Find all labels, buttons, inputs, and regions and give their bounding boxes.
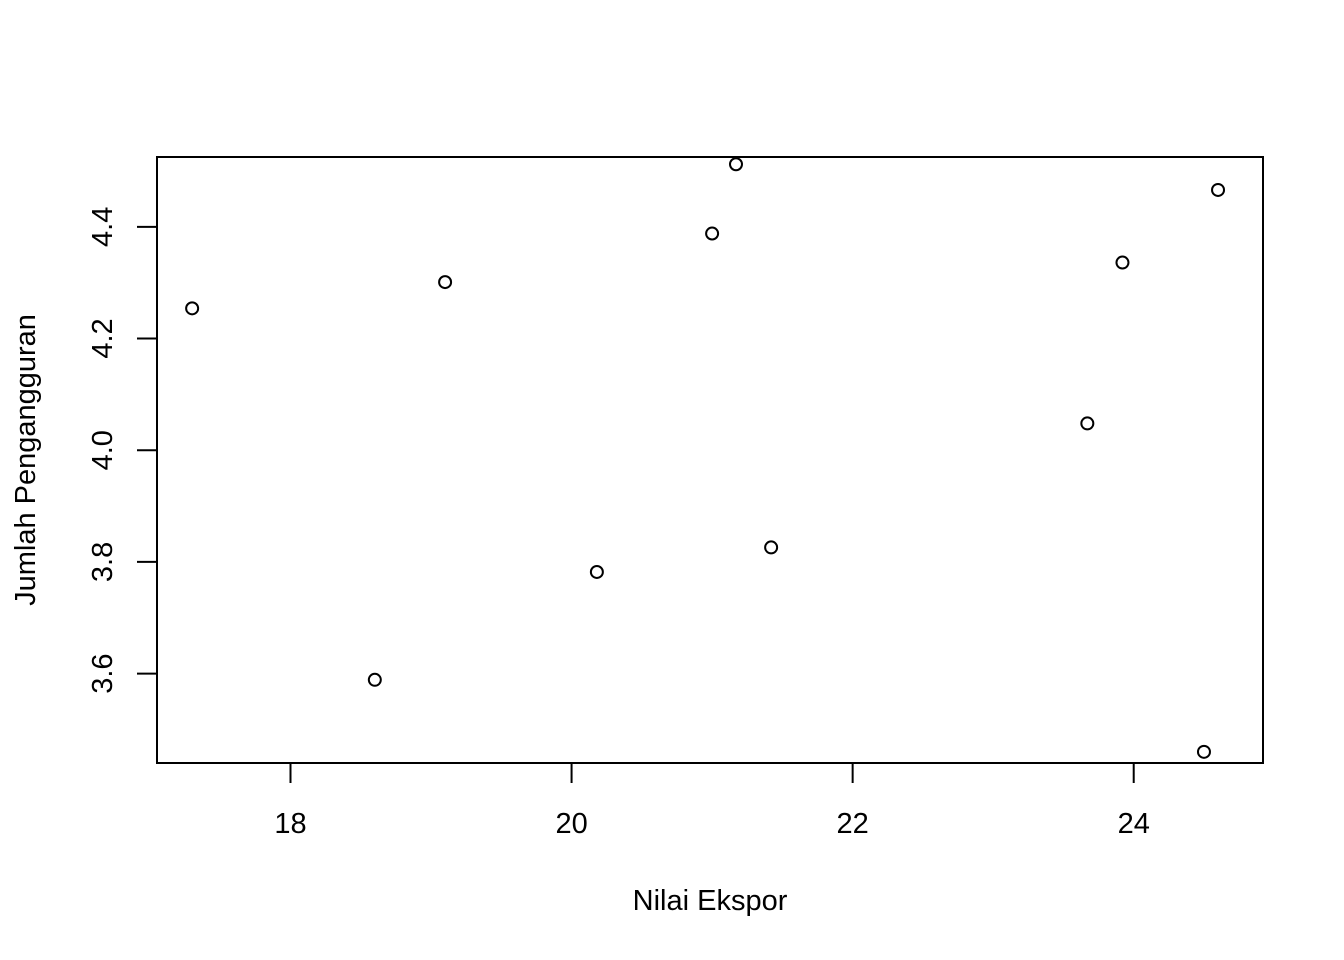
y-tick-label: 4.0 xyxy=(87,430,119,470)
x-tick-label: 20 xyxy=(555,808,587,840)
data-point xyxy=(1115,255,1130,270)
data-point xyxy=(367,672,382,687)
data-point xyxy=(764,540,779,555)
y-tick-label: 4.4 xyxy=(87,207,119,247)
plot-frame xyxy=(156,156,1264,764)
data-point xyxy=(1196,744,1211,759)
x-axis-label: Nilai Ekspor xyxy=(633,885,788,917)
y-tick-label: 4.2 xyxy=(87,318,119,358)
x-tick-label: 24 xyxy=(1118,808,1150,840)
data-point xyxy=(438,275,453,290)
y-axis-label: Jumlah Pengangguran xyxy=(10,314,42,606)
data-points xyxy=(185,157,1226,759)
data-point xyxy=(589,564,604,579)
x-tick-label: 18 xyxy=(274,808,306,840)
data-point xyxy=(185,301,200,316)
x-axis: 18 20 22 24 xyxy=(274,763,1150,840)
data-point xyxy=(1211,182,1226,197)
y-tick-label: 3.6 xyxy=(87,653,119,693)
y-tick-label: 3.8 xyxy=(87,542,119,582)
x-tick-label: 22 xyxy=(837,808,869,840)
data-point xyxy=(1080,416,1095,431)
data-point xyxy=(705,226,720,241)
y-axis: 3.6 3.8 4.0 4.2 4.4 xyxy=(87,207,157,694)
data-point xyxy=(728,157,743,172)
